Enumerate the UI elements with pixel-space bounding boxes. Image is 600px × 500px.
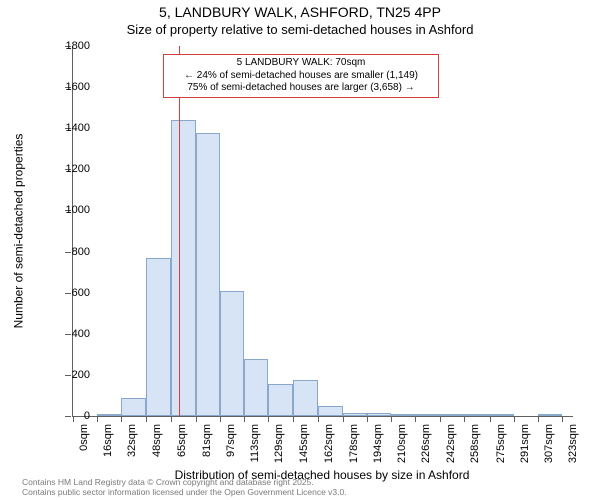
y-tick: [65, 416, 71, 417]
histogram-bar: [171, 120, 195, 416]
y-tick: [65, 334, 71, 335]
histogram-bar: [440, 414, 464, 416]
y-tick-label: 800: [72, 246, 90, 258]
x-tick-label: 194sqm: [372, 424, 384, 464]
histogram-bar: [121, 398, 145, 417]
x-tick-label: 226sqm: [420, 424, 432, 464]
histogram-bar: [146, 258, 172, 416]
annotation-box: 5 LANDBURY WALK: 70sqm← 24% of semi-deta…: [163, 54, 439, 98]
y-tick: [65, 293, 71, 294]
y-tick-label: 1200: [66, 163, 90, 175]
chart-title-sub: Size of property relative to semi-detach…: [0, 22, 600, 37]
x-tick-label: 275sqm: [495, 424, 507, 464]
x-tick-label: 113sqm: [249, 424, 261, 464]
histogram-bar: [490, 414, 514, 416]
x-tick: [171, 417, 172, 422]
x-tick-label: 81sqm: [201, 424, 213, 464]
x-tick-label: 210sqm: [396, 424, 408, 464]
histogram-bar: [318, 406, 342, 416]
y-tick-label: 0: [84, 410, 90, 422]
x-tick: [562, 417, 563, 422]
x-tick-label: 65sqm: [176, 424, 188, 464]
histogram-bar: [343, 413, 367, 416]
histogram-bar: [220, 291, 244, 416]
x-tick: [391, 417, 392, 422]
y-tick-label: 1400: [66, 122, 90, 134]
x-tick: [367, 417, 368, 422]
x-tick-label: 129sqm: [273, 424, 285, 464]
x-tick-label: 48sqm: [151, 424, 163, 464]
attribution-line-2: Contains public sector information licen…: [22, 488, 347, 498]
x-tick-label: 242sqm: [445, 424, 457, 464]
reference-line: [179, 46, 180, 416]
annotation-line-1: 5 LANDBURY WALK: 70sqm: [168, 57, 434, 70]
histogram-bar: [196, 133, 220, 416]
x-tick: [440, 417, 441, 422]
histogram-bar: [244, 359, 268, 416]
y-tick-label: 1800: [66, 40, 90, 52]
x-tick: [343, 417, 344, 422]
x-tick: [220, 417, 221, 422]
annotation-line-2: ← 24% of semi-detached houses are smalle…: [168, 70, 434, 83]
histogram-bar: [97, 414, 121, 416]
x-tick-label: 97sqm: [225, 424, 237, 464]
y-axis-label: Number of semi-detached properties: [10, 46, 26, 416]
y-tick: [65, 252, 71, 253]
x-tick: [73, 417, 74, 422]
x-tick: [268, 417, 269, 422]
x-tick: [146, 417, 147, 422]
x-tick: [196, 417, 197, 422]
x-tick: [490, 417, 491, 422]
x-tick: [97, 417, 98, 422]
histogram-bar: [293, 380, 319, 416]
x-tick-label: 0sqm: [78, 424, 90, 464]
x-tick: [244, 417, 245, 422]
histogram-bar: [391, 414, 415, 416]
x-tick-label: 178sqm: [348, 424, 360, 464]
x-tick: [538, 417, 539, 422]
histogram-bar: [268, 384, 292, 416]
attribution-text: Contains HM Land Registry data © Crown c…: [22, 478, 347, 498]
x-tick: [121, 417, 122, 422]
x-tick: [293, 417, 294, 422]
x-tick-label: 145sqm: [298, 424, 310, 464]
annotation-line-3: 75% of semi-detached houses are larger (…: [168, 82, 434, 95]
histogram-bar: [415, 414, 439, 416]
histogram-bar: [367, 413, 391, 416]
x-tick-label: 258sqm: [469, 424, 481, 464]
y-tick-label: 1600: [66, 81, 90, 93]
x-tick-label: 16sqm: [102, 424, 114, 464]
x-tick: [514, 417, 515, 422]
x-tick-label: 291sqm: [519, 424, 531, 464]
histogram-bar: [538, 414, 562, 416]
x-tick-label: 32sqm: [126, 424, 138, 464]
y-tick-label: 1000: [66, 204, 90, 216]
y-tick-label: 600: [72, 287, 90, 299]
histogram-bar: [464, 414, 490, 416]
chart-title-main: 5, LANDBURY WALK, ASHFORD, TN25 4PP: [0, 4, 600, 20]
x-tick-label: 162sqm: [323, 424, 335, 464]
y-tick: [65, 375, 71, 376]
y-tick-label: 200: [72, 369, 90, 381]
x-tick: [318, 417, 319, 422]
y-tick-label: 400: [72, 328, 90, 340]
plot-area: 5 LANDBURY WALK: 70sqm← 24% of semi-deta…: [72, 46, 573, 417]
histogram-chart: 5, LANDBURY WALK, ASHFORD, TN25 4PP Size…: [0, 0, 600, 500]
x-tick: [464, 417, 465, 422]
x-tick-label: 307sqm: [543, 424, 555, 464]
x-tick-label: 323sqm: [567, 424, 579, 464]
x-tick: [415, 417, 416, 422]
